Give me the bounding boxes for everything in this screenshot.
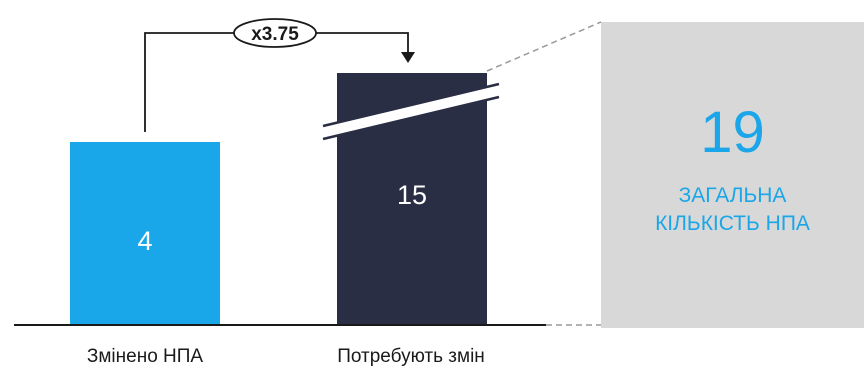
annotation-ellipse xyxy=(233,18,317,48)
axis-break xyxy=(323,84,499,139)
category-label-1: Потребують змін xyxy=(337,346,485,367)
annotation-label: x3.75 xyxy=(251,24,299,45)
total-label-line-2: КІЛЬКІСТЬ НПА xyxy=(655,212,810,235)
data-label-0: 4 xyxy=(137,226,152,256)
category-label-0: Змінено НПА xyxy=(86,346,204,367)
data-label-1: 15 xyxy=(397,180,427,210)
total-value: 19 xyxy=(700,100,765,165)
axis-break-edge-top xyxy=(322,82,500,128)
total-label-line-1: ЗАГАЛЬНА xyxy=(678,184,787,207)
annotation-arrow-head xyxy=(401,52,415,63)
bar-0 xyxy=(70,142,220,325)
connector-dashed-top xyxy=(486,21,602,72)
total-label: ЗАГАЛЬНА КІЛЬКІСТЬ НПА xyxy=(601,182,864,238)
annotation-connector xyxy=(144,32,409,132)
axis-break-edge-bottom xyxy=(322,95,500,141)
total-panel: 19 ЗАГАЛЬНА КІЛЬКІСТЬ НПА xyxy=(601,22,864,328)
